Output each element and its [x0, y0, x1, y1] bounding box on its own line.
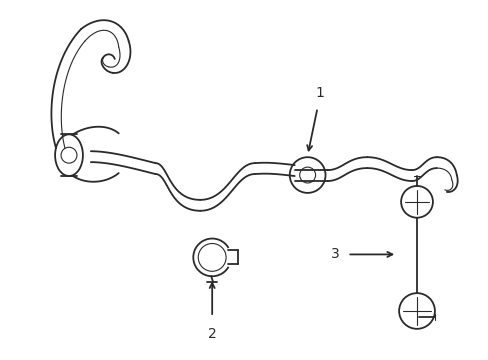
- Text: 3: 3: [330, 247, 339, 261]
- Text: 2: 2: [207, 327, 216, 341]
- Text: 1: 1: [314, 86, 324, 100]
